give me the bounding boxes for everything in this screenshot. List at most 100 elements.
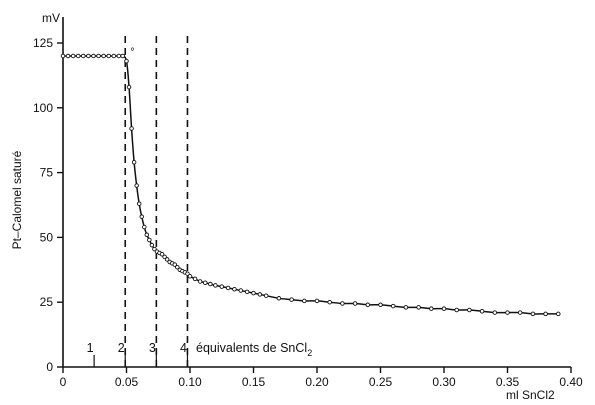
data-point [142, 224, 147, 230]
data-point [365, 302, 371, 308]
data-point [175, 264, 180, 270]
data-point [81, 53, 86, 59]
data-point [225, 285, 231, 291]
data-point [202, 280, 208, 286]
data-point [429, 306, 434, 311]
x-tick-label: 0.35 [496, 375, 520, 389]
data-point [126, 84, 132, 90]
equivalents-caption: équivalents de SnCl2 [196, 341, 312, 358]
equivalents-caption-text: équivalents de SnCl [196, 341, 307, 355]
data-point [467, 307, 472, 313]
data-point [352, 301, 358, 306]
data-point [129, 126, 134, 131]
data-point [172, 262, 178, 267]
x-ticks: 0 0.05 0.10 0.15 0.20 0.25 0.30 0.35 0.40 [60, 367, 583, 389]
equivalent-number: 4 [180, 341, 187, 355]
data-point [232, 286, 237, 292]
data-point [65, 53, 71, 59]
y-tick-label: 0 [46, 360, 53, 374]
equivalent-number: 3 [149, 341, 156, 355]
y-unit-label: mV [42, 11, 60, 25]
data-point [152, 246, 157, 252]
x-tick-label: 0.20 [305, 375, 329, 389]
equivalent-number: 1 [87, 341, 94, 355]
data-point [208, 281, 213, 287]
data-point [187, 274, 193, 279]
data-point [454, 307, 459, 313]
data-point [327, 299, 332, 305]
data-point [441, 306, 447, 311]
data-points [60, 53, 561, 317]
data-point [251, 290, 256, 296]
data-point [136, 201, 142, 206]
data-point [162, 254, 167, 260]
data-point [164, 257, 170, 262]
data-point [378, 302, 383, 308]
equivalent-number: 2 [118, 341, 125, 355]
data-point [96, 53, 101, 59]
x-tick-label: 0.10 [178, 375, 202, 389]
labels: mV Pt–Calomel saturé ml SnCl2 équivalent… [10, 11, 555, 402]
data-point [91, 53, 96, 59]
data-point [134, 183, 139, 188]
y-tick-label: 50 [40, 230, 54, 244]
data-point [219, 284, 224, 289]
data-point [149, 242, 155, 248]
data-point [556, 311, 561, 317]
x-tick-label: 0.15 [242, 375, 266, 389]
data-point [60, 53, 66, 59]
y-tick-label: 75 [40, 166, 54, 180]
data-point [543, 311, 548, 317]
x-tick-label: 0.25 [369, 375, 393, 389]
data-point [530, 311, 536, 317]
data-point [390, 303, 396, 309]
data-point [263, 293, 269, 298]
data-point [75, 53, 81, 59]
y-tick-label: 100 [33, 101, 53, 115]
data-point [257, 292, 263, 297]
data-point [197, 279, 203, 284]
data-point [120, 53, 125, 59]
equivalents-caption-subscript: 2 [307, 348, 312, 358]
data-point [131, 159, 137, 165]
data-point [116, 53, 122, 59]
data-point [86, 53, 91, 59]
y-tick-label: 125 [33, 36, 53, 50]
data-point [276, 296, 282, 301]
data-point [124, 58, 129, 64]
data-point [289, 297, 294, 302]
data-point [106, 53, 111, 59]
data-point [340, 301, 345, 306]
data-point [302, 298, 307, 304]
data-point [492, 310, 498, 315]
y-ticks: 0 25 50 75 100 125 [33, 36, 63, 374]
data-point [403, 305, 409, 310]
data-point [314, 298, 320, 304]
data-point [213, 283, 218, 288]
data-point [244, 289, 250, 295]
y-tick-label: 25 [40, 295, 54, 309]
data-point [416, 305, 421, 310]
data-point [139, 214, 144, 219]
data-point [238, 288, 244, 293]
data-point [159, 251, 165, 257]
data-point [479, 309, 485, 314]
data-point [147, 237, 152, 243]
data-point [192, 276, 198, 282]
curve-annotation: ° [130, 47, 134, 59]
x-unit-label: ml SnCl2 [506, 388, 555, 402]
data-point [185, 271, 190, 276]
equivalent-markers: 1 2 3 4 [87, 36, 189, 367]
data-point [517, 310, 523, 315]
y-axis-label: Pt–Calomel saturé [10, 150, 24, 249]
data-point [505, 310, 510, 315]
data-point [101, 53, 106, 59]
data-point [70, 53, 76, 59]
x-tick-label: 0.05 [115, 375, 139, 389]
data-point [111, 53, 117, 59]
x-tick-label: 0.40 [559, 375, 583, 389]
x-tick-label: 0 [60, 375, 67, 389]
x-tick-label: 0.30 [432, 375, 456, 389]
data-point [144, 232, 150, 238]
